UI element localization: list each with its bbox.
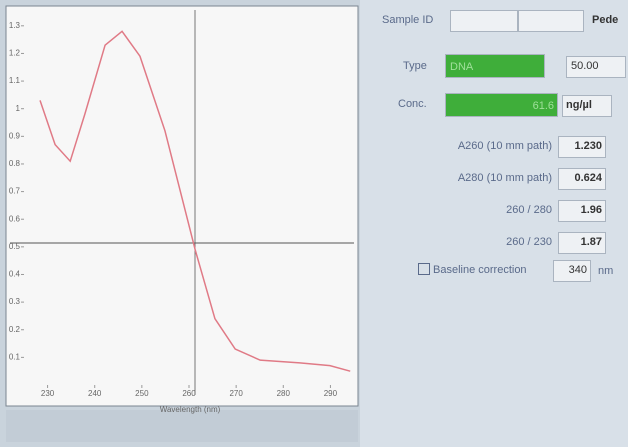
conc-label: Conc.: [398, 98, 427, 110]
sample-id-input-2[interactable]: [518, 10, 584, 32]
y-tick-label: 0.3: [9, 297, 21, 306]
y-tick-label: 1: [16, 104, 21, 113]
baseline-label: Baseline correction: [433, 264, 527, 276]
row-label: A260 (10 mm path): [458, 140, 552, 152]
row-value: 0.624: [558, 168, 606, 190]
x-tick-label: 260: [182, 389, 196, 398]
y-tick-label: 0.6: [9, 214, 21, 223]
conc-value: 61.6: [445, 93, 558, 117]
y-tick-label: 0.2: [9, 325, 21, 334]
baseline-unit: nm: [598, 265, 613, 277]
y-tick-label: 0.8: [9, 159, 21, 168]
plot-frame: [6, 6, 358, 406]
y-tick-label: 0.4: [9, 270, 21, 279]
row-value: 1.87: [558, 232, 606, 254]
x-tick-label: 290: [324, 389, 338, 398]
type-label: Type: [403, 60, 427, 72]
screen: Wavelength (nm) 0.1 0.2 0.3 0.4 0.5 0.6 0.7 0.8…: [0, 0, 628, 447]
row-label: 260 / 230: [506, 236, 552, 248]
type-select[interactable]: DNA: [445, 54, 545, 78]
row-value: 1.96: [558, 200, 606, 222]
conc-unit-select[interactable]: ng/µl: [562, 95, 612, 117]
y-tick-label: 1.2: [9, 49, 21, 58]
y-tick-label: 0.7: [9, 187, 21, 196]
y-tick-label: 1.3: [9, 21, 21, 30]
status-bar: [6, 410, 358, 442]
row-value: 1.230: [558, 136, 606, 158]
y-tick-label: 0.1: [9, 352, 21, 361]
y-tick-label: 0.5: [9, 242, 21, 251]
x-tick-label: 240: [88, 389, 102, 398]
row-label: 260 / 280: [506, 204, 552, 216]
row-label: A280 (10 mm path): [458, 172, 552, 184]
x-tick-label: 230: [41, 389, 55, 398]
factor-input[interactable]: 50.00: [566, 56, 626, 78]
sample-id-label: Sample ID: [382, 14, 433, 26]
x-tick-label: 250: [135, 389, 149, 398]
x-axis-title: Wavelength (nm): [160, 405, 221, 414]
chart: Wavelength (nm) 0.1 0.2 0.3 0.4 0.5 0.6 0.7 0.8…: [0, 0, 360, 447]
x-tick-label: 280: [277, 389, 291, 398]
y-tick-label: 0.9: [9, 131, 21, 140]
sample-id-input[interactable]: [450, 10, 518, 32]
baseline-input[interactable]: 340: [553, 260, 591, 282]
baseline-checkbox[interactable]: [418, 263, 430, 275]
header-right: Pede: [592, 14, 618, 26]
y-tick-label: 1.1: [9, 76, 21, 85]
x-tick-label: 270: [229, 389, 243, 398]
